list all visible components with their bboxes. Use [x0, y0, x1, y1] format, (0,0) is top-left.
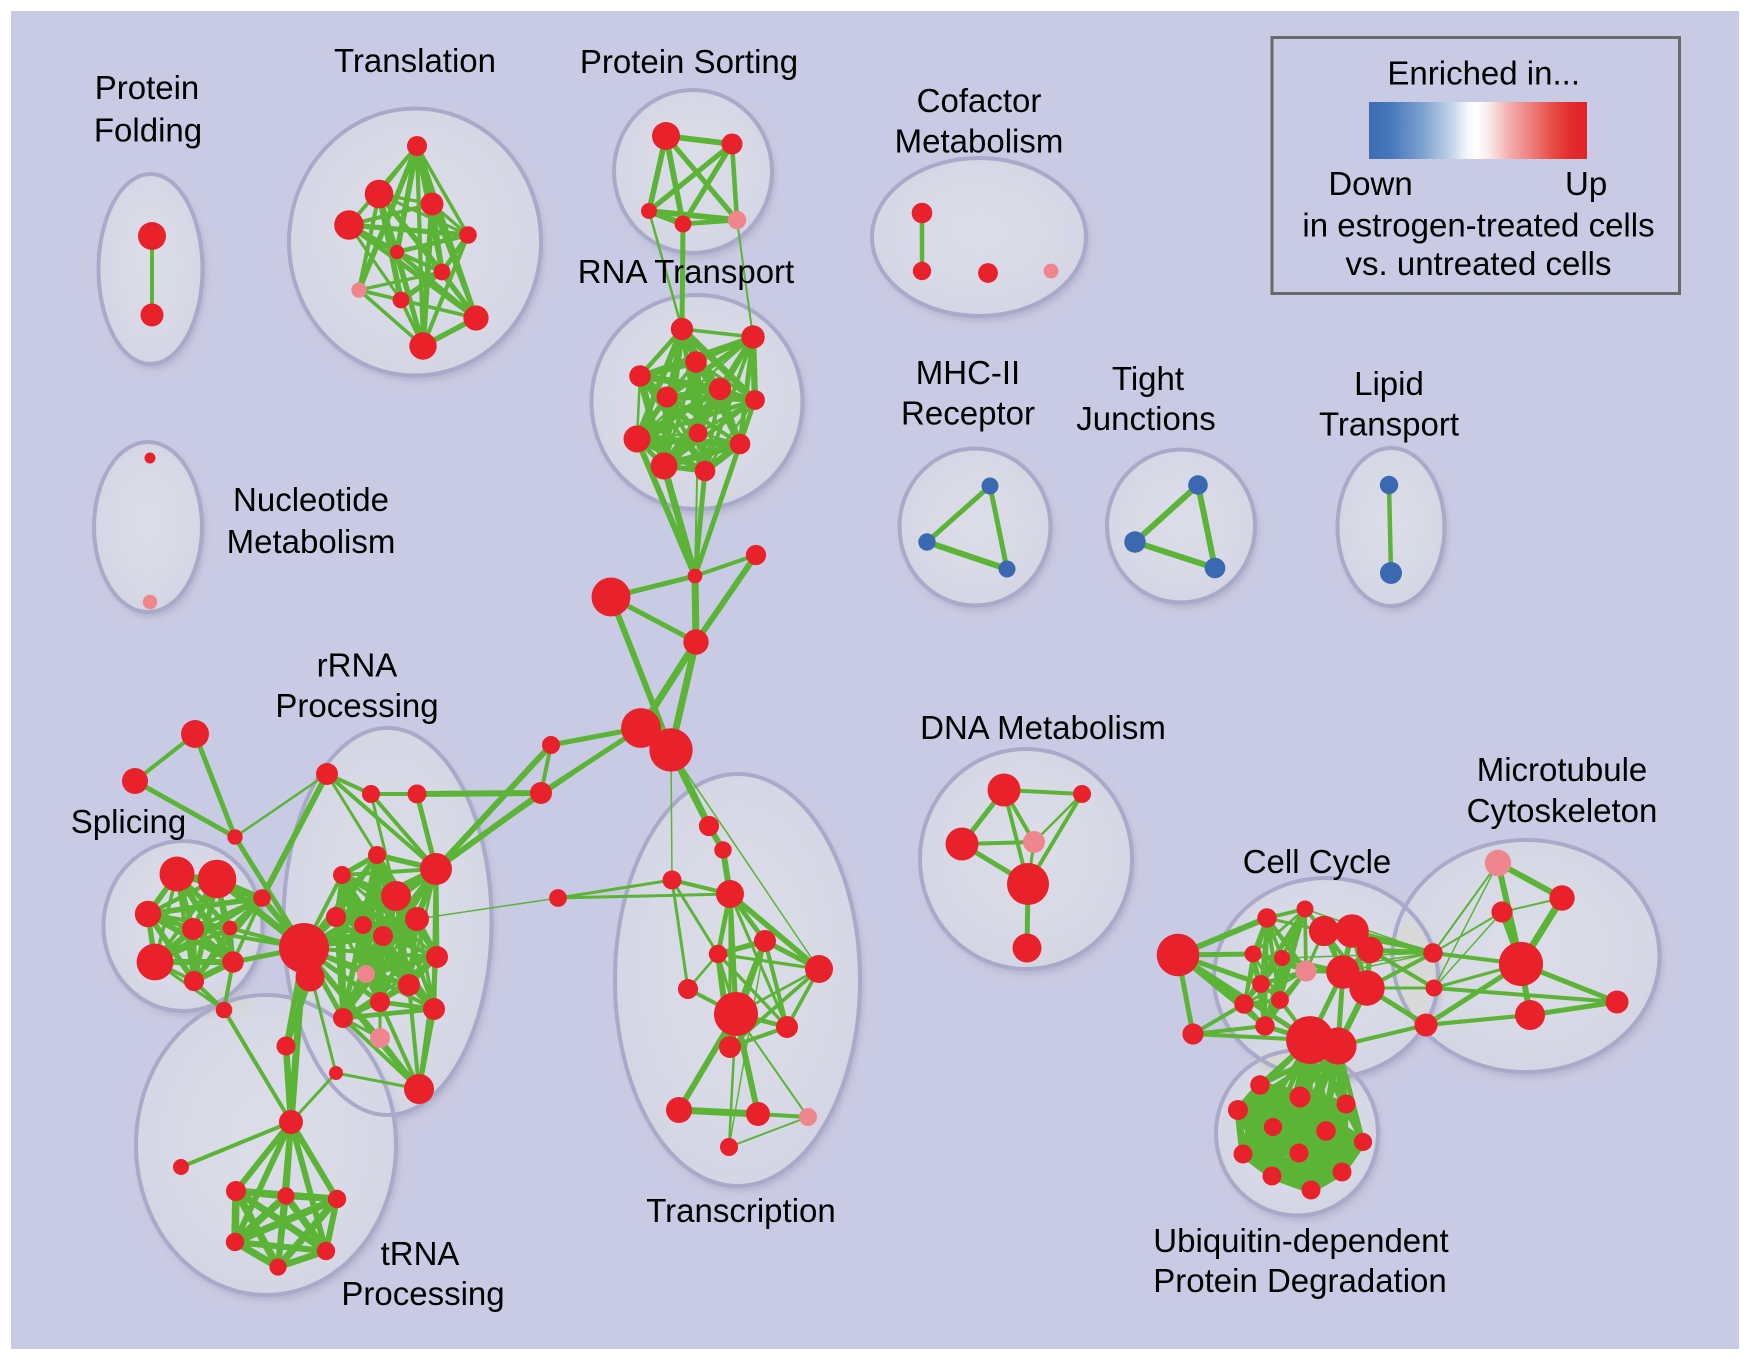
svg-text:Microtubule: Microtubule — [1477, 751, 1648, 788]
svg-text:Tight: Tight — [1112, 360, 1184, 397]
svg-text:Junctions: Junctions — [1076, 400, 1215, 437]
svg-text:Protein Sorting: Protein Sorting — [580, 43, 798, 80]
svg-text:Receptor: Receptor — [901, 395, 1035, 432]
svg-text:Ubiquitin-dependent: Ubiquitin-dependent — [1153, 1222, 1448, 1259]
svg-text:Protein: Protein — [95, 69, 200, 106]
svg-text:Processing: Processing — [275, 687, 438, 724]
svg-text:Metabolism: Metabolism — [227, 523, 396, 560]
svg-text:Cell Cycle: Cell Cycle — [1243, 843, 1392, 880]
svg-text:Cytoskeleton: Cytoskeleton — [1467, 792, 1658, 829]
svg-text:Enriched in...: Enriched in... — [1387, 55, 1580, 92]
svg-text:Translation: Translation — [334, 42, 496, 79]
svg-text:Down: Down — [1328, 165, 1412, 202]
svg-text:Lipid: Lipid — [1354, 365, 1424, 402]
svg-text:Nucleotide: Nucleotide — [233, 481, 389, 518]
svg-text:Cofactor: Cofactor — [917, 82, 1042, 119]
svg-text:Metabolism: Metabolism — [895, 123, 1064, 160]
svg-text:rRNA: rRNA — [317, 647, 398, 684]
svg-text:Protein Degradation: Protein Degradation — [1153, 1262, 1447, 1299]
svg-text:Transport: Transport — [1319, 406, 1459, 443]
svg-text:tRNA: tRNA — [381, 1235, 460, 1272]
svg-text:MHC-II: MHC-II — [916, 354, 1020, 391]
svg-text:RNA Transport: RNA Transport — [578, 253, 794, 290]
svg-text:Up: Up — [1565, 165, 1607, 202]
svg-text:vs. untreated cells: vs. untreated cells — [1346, 245, 1612, 282]
svg-text:Folding: Folding — [94, 112, 202, 149]
svg-text:Splicing: Splicing — [71, 803, 187, 840]
svg-text:in estrogen-treated cells: in estrogen-treated cells — [1302, 207, 1654, 244]
svg-text:DNA Metabolism: DNA Metabolism — [920, 709, 1166, 746]
svg-text:Processing: Processing — [341, 1275, 504, 1312]
svg-text:Transcription: Transcription — [646, 1192, 836, 1229]
